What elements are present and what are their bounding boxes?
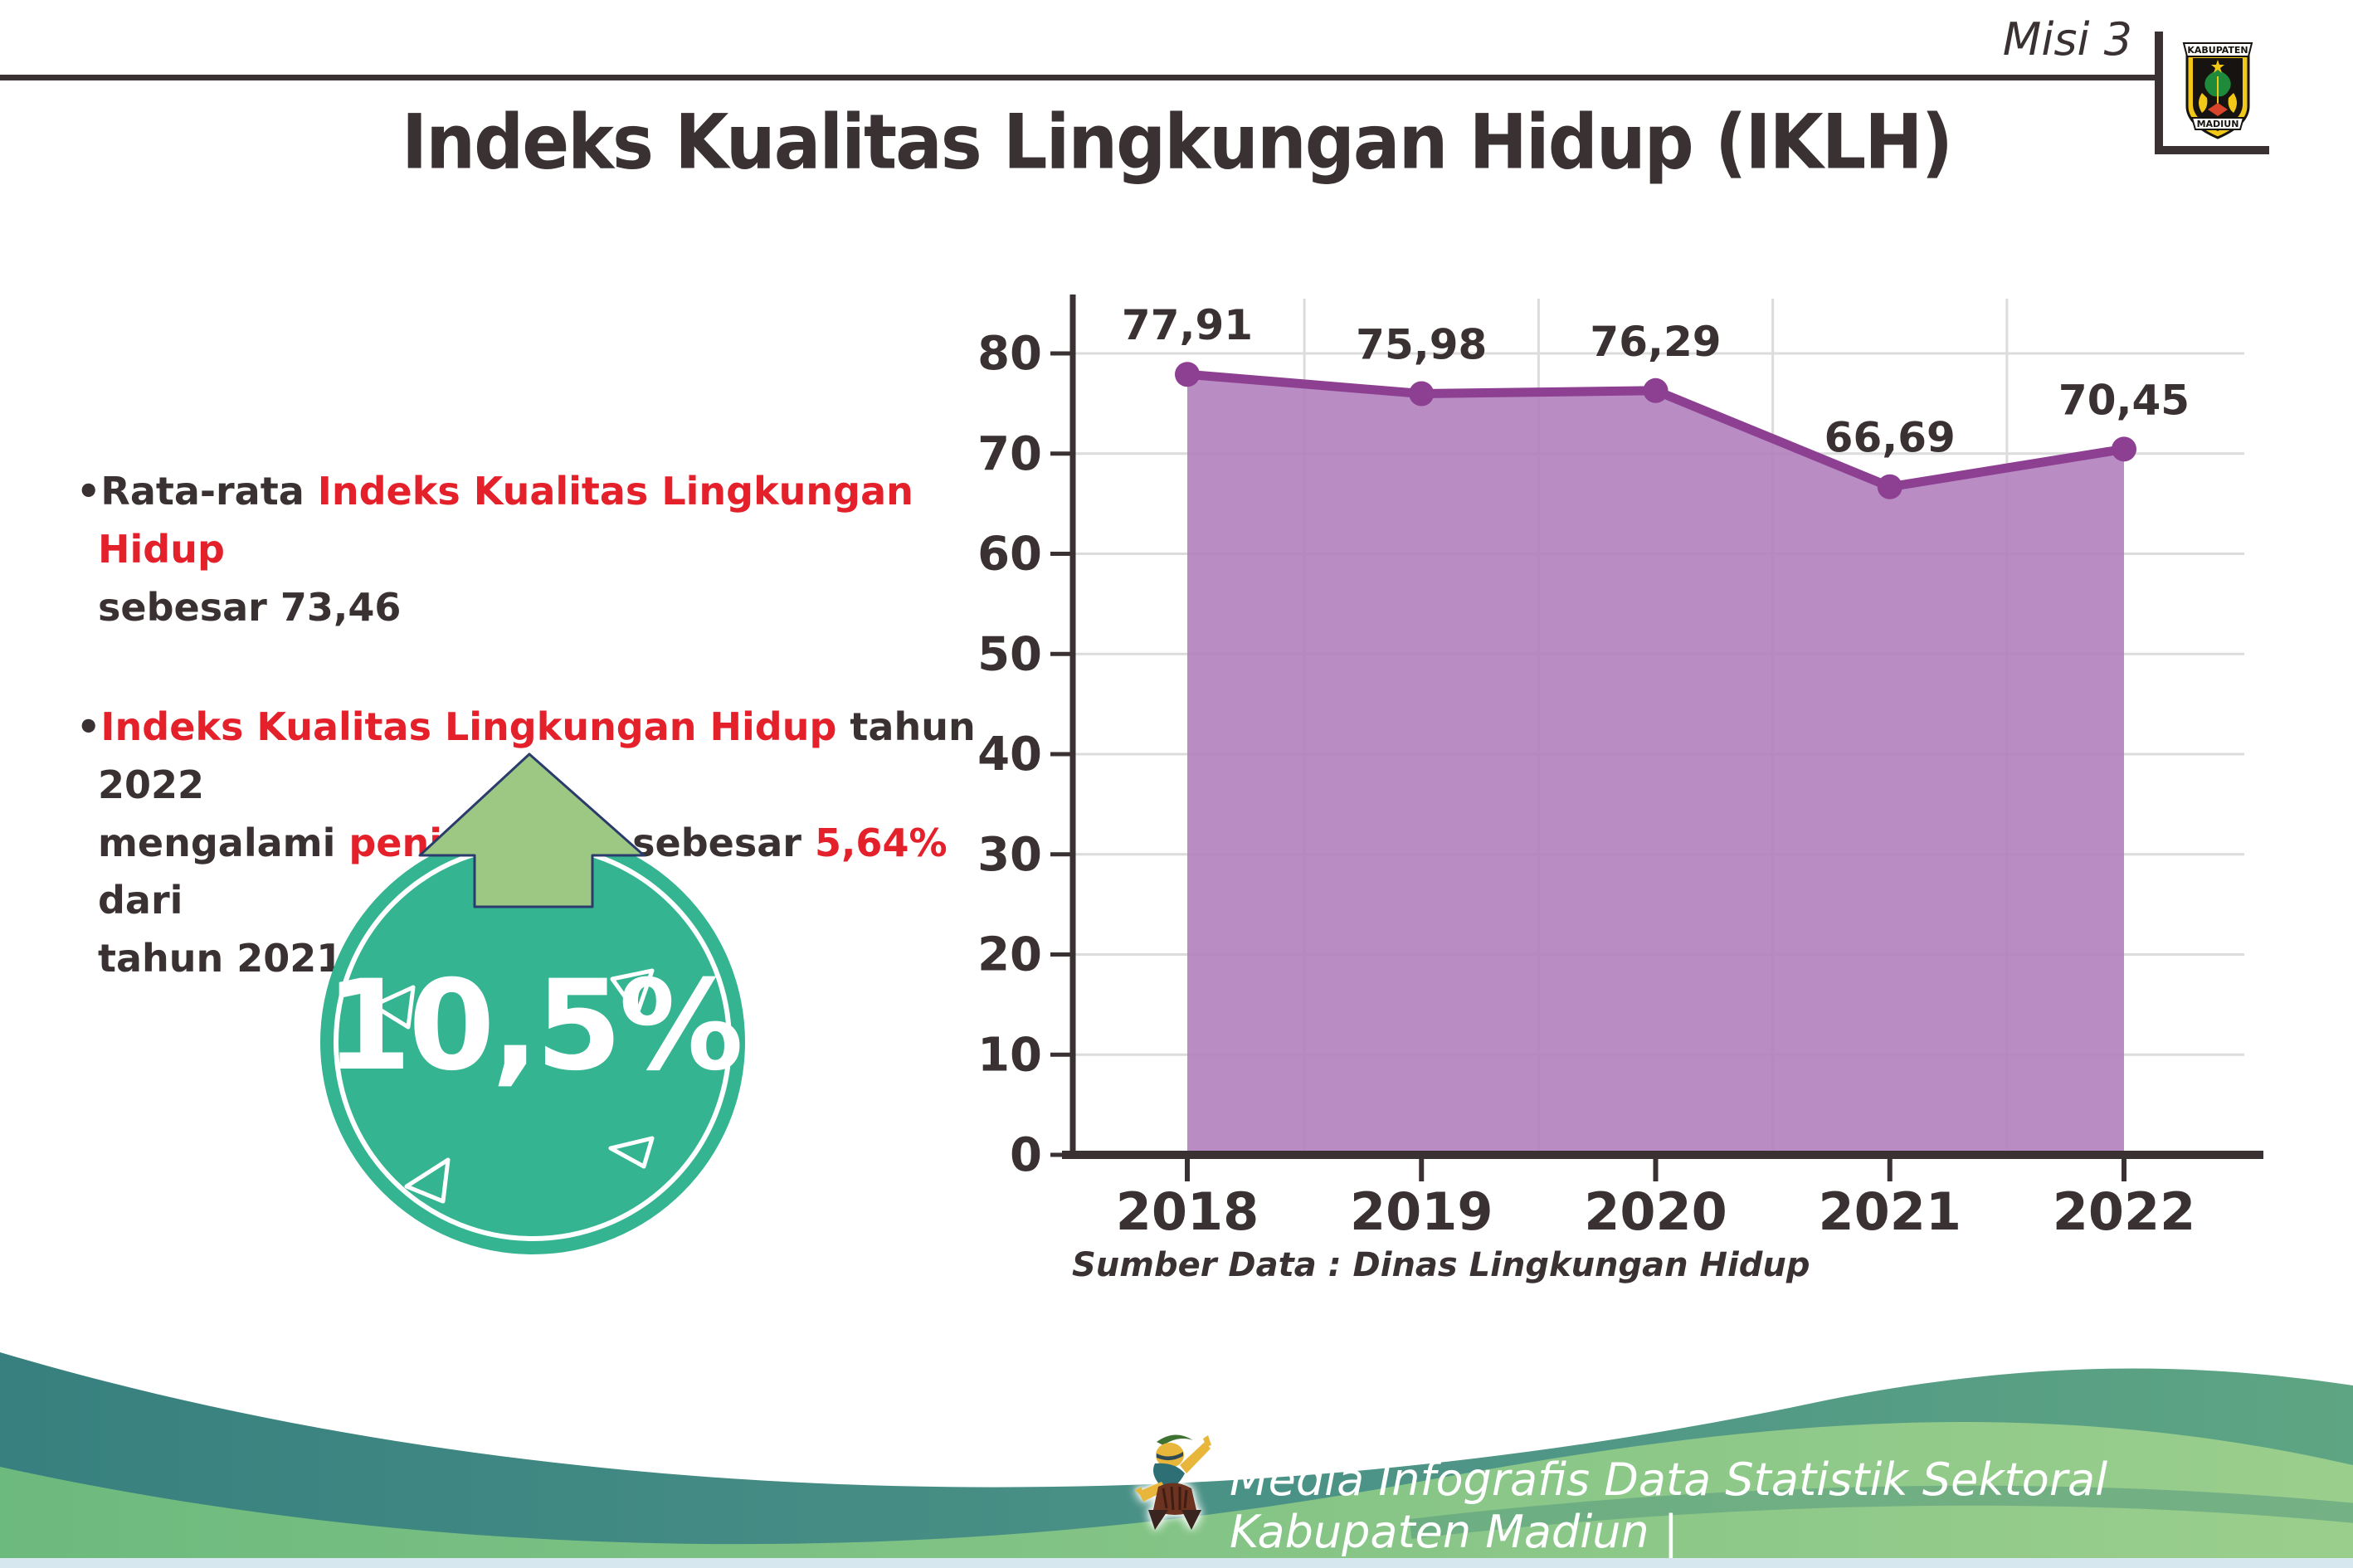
crest-top-text: KABUPATEN	[2187, 45, 2248, 56]
footer-dark-arc	[1409, 1485, 2353, 1539]
footer-teal-wave	[0, 1352, 2353, 1563]
mission-label: Misi 3	[2002, 13, 2132, 66]
increase-percentage: 10,5%	[324, 954, 743, 1098]
y-tick-70: 70	[977, 427, 1042, 481]
up-arrow-icon	[418, 752, 645, 908]
data-label-2019: 75,98	[1356, 321, 1487, 369]
summary-bullets: •Rata-rata Indeks Kualitas Lingkungan Hi…	[76, 463, 1006, 1049]
x-tick-2019: 2019	[1350, 1181, 1493, 1242]
y-tick-80: 80	[977, 327, 1042, 381]
badge-tick-triangles	[371, 968, 655, 1204]
y-tick-0: 0	[1010, 1128, 1042, 1182]
bullet-dot: •	[76, 704, 101, 749]
header-rule	[0, 75, 2157, 80]
y-tick-60: 60	[977, 528, 1042, 582]
logo-bracket-horizontal	[2155, 146, 2269, 154]
footer-caption: Media Infografis Data Statistik Sektoral…	[1230, 1454, 2108, 1558]
source-note: Sumber Data : Dinas Lingkungan Hidup	[1072, 1246, 1810, 1284]
bullet-dot: •	[76, 469, 101, 514]
bullet-increase-2022: •Indeks Kualitas Lingkungan Hidup tahun …	[76, 704, 976, 981]
data-label-2020: 76,29	[1590, 318, 1721, 366]
y-tick-40: 40	[977, 728, 1042, 782]
y-tick-20: 20	[977, 928, 1042, 982]
kabupaten-madiun-crest-icon: KABUPATEN MADIUN	[2182, 42, 2253, 139]
x-tick-2020: 2020	[1584, 1181, 1727, 1242]
footer-wave-decoration	[0, 1352, 2353, 1568]
data-label-2021: 66,69	[1824, 414, 1956, 462]
crest-bottom-text: MADIUN	[2197, 119, 2239, 129]
data-label-2018: 77,91	[1122, 301, 1253, 349]
y-tick-30: 30	[977, 828, 1042, 882]
page-title: Indeks Kualitas Lingkungan Hidup (IKLH)	[402, 98, 1953, 186]
x-tick-2021: 2021	[1818, 1181, 1961, 1242]
y-tick-50: 50	[977, 627, 1042, 681]
bullet-average-iklh: •Rata-rata Indeks Kualitas Lingkungan Hi…	[76, 469, 913, 630]
footer-blue-strip	[0, 1558, 2353, 1568]
x-tick-2022: 2022	[2053, 1181, 2196, 1242]
statistics-mascot-icon	[1135, 1434, 1211, 1530]
footer-green-wave	[0, 1422, 2353, 1568]
logo-bracket-vertical	[2155, 32, 2163, 154]
y-tick-10: 10	[977, 1028, 1042, 1082]
iklh-area-chart: 77,91 75,98 76,29 66,69 70,45 0 10 20 30 40 50 60 70…	[977, 295, 2263, 1242]
data-label-2022: 70,45	[2058, 376, 2190, 424]
x-tick-2018: 2018	[1116, 1181, 1259, 1242]
